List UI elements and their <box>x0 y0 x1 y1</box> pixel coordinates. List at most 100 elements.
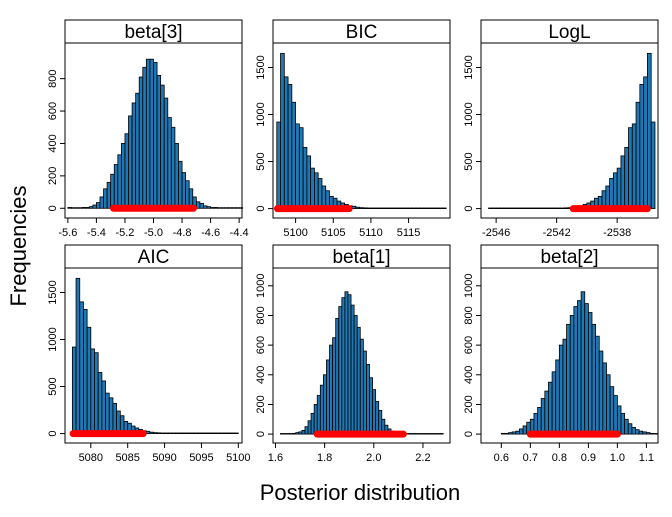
y-axis-title: Frequencies <box>6 185 31 306</box>
chart-3-bar <box>647 52 652 209</box>
chart-3-bar <box>650 121 656 209</box>
chart-2-x-axis: 5100 5105 5110 5115 <box>283 218 420 239</box>
chart-5-bar <box>329 344 334 435</box>
chart-2-bar <box>314 172 319 209</box>
chart-5-bar <box>439 433 444 435</box>
chart-4-bar <box>186 432 191 434</box>
chart-2-bar <box>430 207 436 209</box>
chart-3-bars <box>488 52 656 210</box>
chart-3-y-tick-label: 1000 <box>463 102 475 126</box>
chart-2-bar <box>291 101 296 209</box>
chart-4-bar <box>212 432 217 434</box>
chart-6-x-tick-label: 1.1 <box>639 452 654 464</box>
chart-6-bar <box>548 381 553 435</box>
chart-2-bar <box>381 207 387 209</box>
chart-6-bar <box>508 432 513 435</box>
chart-4-bar <box>182 432 188 434</box>
chart-4-bar <box>90 348 95 434</box>
chart-6-bar <box>609 386 615 435</box>
chart-3-x-axis: -2546 -2542 -2538 <box>482 218 631 239</box>
chart-1-bar <box>228 207 233 209</box>
chart-1-bar <box>67 207 72 209</box>
chart-4-bar <box>223 432 228 434</box>
chart-2-bar <box>280 52 285 209</box>
chart-4-plot-border <box>64 267 243 444</box>
chart-3-bar <box>495 207 501 209</box>
chart-6-title: beta[2] <box>540 247 598 268</box>
chart-5-y-tick-label: 0 <box>255 431 267 437</box>
chart-4-bar <box>79 301 84 434</box>
chart-1-bar <box>81 207 87 209</box>
chart-2-bar <box>276 121 281 209</box>
chart-4-bar <box>112 403 118 434</box>
chart-3-title: LogL <box>548 22 590 43</box>
chart-1-bars <box>67 58 244 209</box>
chart-5-bar <box>301 429 306 435</box>
chart-6-bar <box>562 338 567 435</box>
chart-1-bar <box>128 115 133 209</box>
chart-1-bar <box>217 207 222 209</box>
chart-5-bar <box>344 291 349 435</box>
chart-2-bar <box>408 207 413 209</box>
chart-1-bar <box>167 117 172 209</box>
chart-6-y-tick-label: 1000 <box>463 274 475 298</box>
chart-5-plot-border <box>272 267 451 444</box>
chart-4-bar <box>145 430 151 434</box>
chart-3-bar <box>488 207 493 209</box>
chart-4-bar <box>101 380 106 434</box>
chart-3-bar <box>518 207 524 209</box>
chart-3-bar <box>548 207 554 209</box>
chart-4-bars <box>71 277 239 435</box>
chart-1-bar <box>238 207 244 209</box>
chart-6-x-axis: 0.6 0.7 0.8 0.9 1.0 1.1 <box>494 443 654 464</box>
chart-6-bar <box>645 432 651 435</box>
chart-1-bar <box>174 143 179 209</box>
chart-1-bar <box>71 207 76 209</box>
chart-2-bar <box>434 207 440 209</box>
chart-3-bar <box>541 207 546 209</box>
chart-4-bar <box>149 431 154 434</box>
chart-2-bar <box>351 205 357 209</box>
chart-2-bar <box>366 207 372 209</box>
chart-5-bar <box>359 338 364 435</box>
chart-3-bar <box>635 101 641 209</box>
chart-1-x-tick-label: -5.2 <box>115 227 134 239</box>
chart-5-panel: beta[1] 1.6 1.8 2.0 2.2 0 200 400 600 800 1000 <box>255 244 451 464</box>
chart-1-bar <box>178 160 183 209</box>
chart-2-x-tick-label: 5100 <box>283 227 307 239</box>
chart-4-bar <box>160 432 165 434</box>
chart-5-bar <box>356 326 361 435</box>
chart-6-bar <box>558 344 564 435</box>
chart-3-bar <box>525 207 531 209</box>
chart-6-bar <box>580 291 586 435</box>
chart-5-bar <box>341 297 346 435</box>
chart-3-y-axis: 0 500 1000 1500 <box>463 55 481 212</box>
chart-3-bar <box>507 207 512 209</box>
chart-3-bar <box>514 207 520 209</box>
chart-3-bar <box>529 207 535 209</box>
chart-4-bar <box>204 432 210 434</box>
chart-4-x-axis: 5080 5085 5090 5095 5100 <box>79 443 251 464</box>
chart-2-y-tick-label: 500 <box>255 152 267 170</box>
chart-6-x-tick-label: 1.0 <box>610 452 625 464</box>
chart-5-bar <box>279 433 284 435</box>
chart-5-bar <box>378 409 383 435</box>
chart-2-bar <box>385 207 391 209</box>
chart-5-y-axis: 0 200 400 600 800 1000 <box>255 274 273 437</box>
chart-5-bar <box>412 433 416 435</box>
chart-2-panel: BIC 5100 5105 5110 5115 0 500 1000 1500 <box>255 19 451 239</box>
chart-1-bar <box>117 154 122 209</box>
chart-4-title: AIC <box>138 247 170 268</box>
chart-4-bar <box>197 432 202 434</box>
chart-3-bar <box>616 167 622 209</box>
chart-5-bar <box>298 431 303 435</box>
chart-6-bar <box>591 323 597 435</box>
chart-3-bar <box>560 207 565 209</box>
chart-6-x-tick-label: 0.8 <box>552 452 567 464</box>
chart-6-bar <box>500 432 506 435</box>
chart-1-bar <box>85 207 90 209</box>
chart-6-bar <box>602 362 607 435</box>
chart-6-bars <box>500 291 658 435</box>
chart-6-bar <box>515 430 520 435</box>
chart-5-bar <box>307 420 312 435</box>
